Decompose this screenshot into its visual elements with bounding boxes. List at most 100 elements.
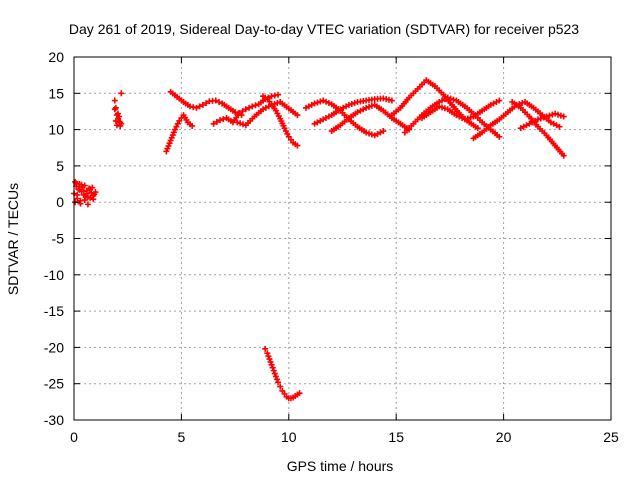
y-tick-label: -15 xyxy=(44,303,64,319)
x-tick-label: 15 xyxy=(388,429,404,445)
data-point xyxy=(199,101,206,108)
data-point xyxy=(215,99,222,106)
data-point xyxy=(90,192,97,199)
data-point xyxy=(552,110,559,117)
data-point xyxy=(242,106,249,113)
data-point xyxy=(81,197,88,204)
data-point xyxy=(76,186,83,193)
data-point xyxy=(115,110,122,117)
data-point xyxy=(537,115,544,122)
data-point xyxy=(365,130,372,137)
x-tick-label: 5 xyxy=(178,429,186,445)
data-point xyxy=(441,105,448,112)
x-tick-label: 20 xyxy=(496,429,512,445)
y-tick-label: 20 xyxy=(48,49,64,65)
data-point xyxy=(237,120,244,127)
data-point xyxy=(74,191,81,198)
data-point xyxy=(217,117,224,124)
data-point xyxy=(113,122,120,129)
data-point xyxy=(203,100,210,107)
data-points xyxy=(71,77,567,402)
data-point xyxy=(236,109,243,116)
data-point xyxy=(78,181,85,188)
data-point xyxy=(268,101,275,108)
chart-title: Day 261 of 2019, Sidereal Day-to-day VTE… xyxy=(69,21,579,37)
y-tick-label: -10 xyxy=(44,267,64,283)
data-point xyxy=(116,113,123,120)
data-point xyxy=(436,103,443,110)
data-point xyxy=(277,383,284,390)
data-point xyxy=(474,125,481,132)
data-point xyxy=(496,97,503,104)
data-point xyxy=(220,116,227,123)
data-point xyxy=(271,370,278,377)
data-point xyxy=(239,108,246,115)
data-point xyxy=(560,113,567,120)
data-point xyxy=(444,94,451,101)
data-point xyxy=(546,112,553,119)
data-point xyxy=(368,102,375,109)
data-point xyxy=(271,100,278,107)
data-point xyxy=(540,114,547,121)
y-tick-label: 0 xyxy=(56,194,64,210)
data-point xyxy=(556,123,563,130)
data-point xyxy=(189,122,196,129)
data-point xyxy=(294,112,301,119)
data-point xyxy=(77,200,84,207)
y-tick-label: -25 xyxy=(44,376,64,392)
data-point xyxy=(294,142,301,149)
data-point xyxy=(380,128,387,135)
data-point xyxy=(84,194,91,201)
data-point xyxy=(275,379,282,386)
data-point xyxy=(213,118,220,125)
data-point xyxy=(439,104,446,111)
data-point xyxy=(264,350,271,357)
y-tick-label: 15 xyxy=(48,85,64,101)
data-point xyxy=(549,111,556,118)
x-tick-label: 10 xyxy=(281,429,297,445)
y-tick-label: -5 xyxy=(52,231,65,247)
data-point xyxy=(345,101,352,108)
data-point xyxy=(560,152,567,159)
data-point xyxy=(461,116,468,123)
data-point xyxy=(464,115,471,122)
data-point xyxy=(268,361,275,368)
data-point xyxy=(555,111,562,118)
x-tick-label: 0 xyxy=(70,429,78,445)
data-point xyxy=(269,364,276,371)
y-tick-label: 10 xyxy=(48,122,64,138)
data-point xyxy=(557,112,564,119)
data-point xyxy=(519,99,526,106)
data-point xyxy=(83,190,90,197)
data-point xyxy=(363,104,370,111)
data-point xyxy=(363,129,370,136)
data-point xyxy=(351,99,358,106)
data-point xyxy=(92,189,99,196)
data-point xyxy=(348,100,355,107)
data-point xyxy=(239,121,246,128)
data-point xyxy=(84,201,91,208)
data-point xyxy=(262,345,269,352)
data-point xyxy=(368,131,375,138)
x-axis-label: GPS time / hours xyxy=(287,458,394,474)
data-point xyxy=(450,96,457,103)
data-point xyxy=(296,390,303,397)
data-point xyxy=(317,98,324,105)
data-point xyxy=(210,120,217,127)
y-axis-label: SDTVAR / TECUs xyxy=(5,183,21,295)
y-tick-label: 5 xyxy=(56,158,64,174)
data-point xyxy=(234,119,241,126)
data-point xyxy=(388,97,395,104)
data-point xyxy=(496,133,503,140)
data-point xyxy=(266,356,273,363)
data-point xyxy=(534,116,541,123)
data-point xyxy=(311,100,318,107)
data-point xyxy=(111,106,118,113)
y-tick-label: -30 xyxy=(44,412,64,428)
data-point xyxy=(543,113,550,120)
data-point xyxy=(447,95,454,102)
data-point xyxy=(112,117,119,124)
y-tick-label: -20 xyxy=(44,339,64,355)
axes: 0 5 10 15 20 25 20 15 10 5 0 -5 -10 -15 -20 -25 -30 xyxy=(44,49,619,445)
